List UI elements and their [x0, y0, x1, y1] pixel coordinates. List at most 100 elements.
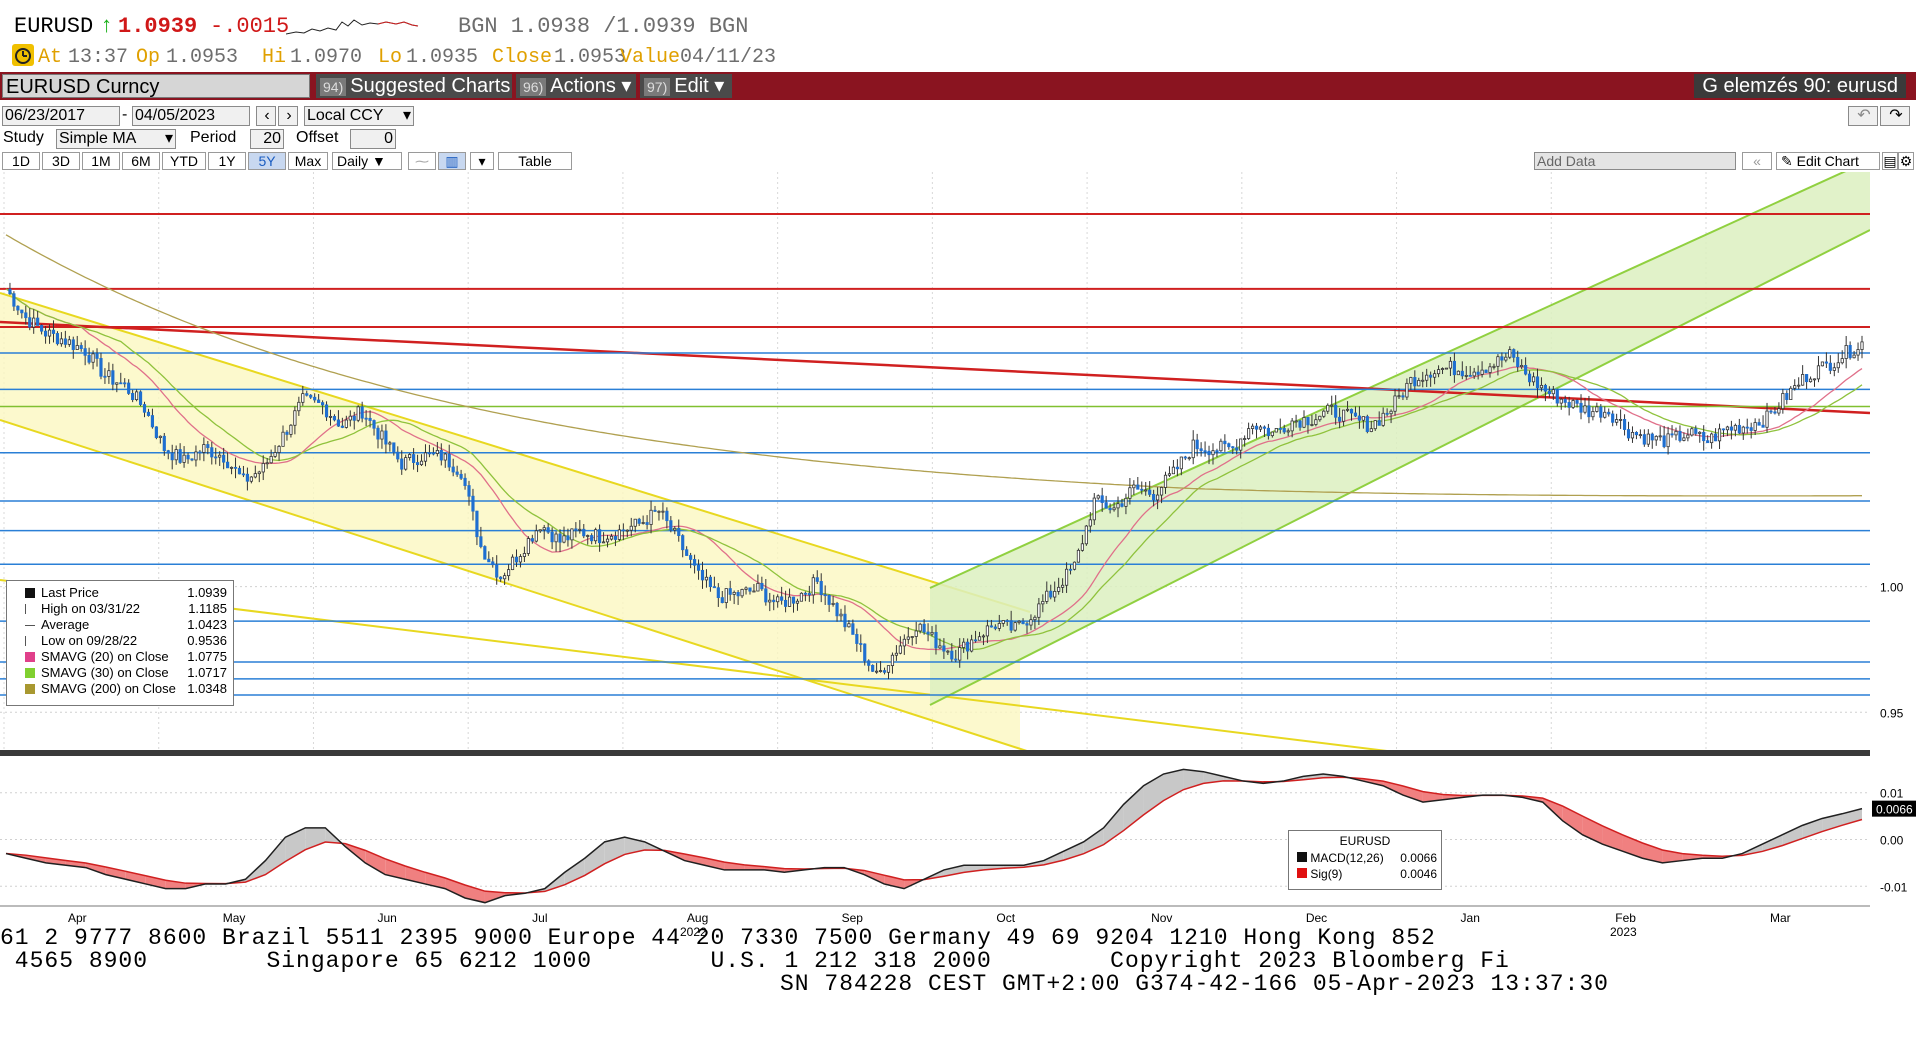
date-from-input[interactable]: 06/23/2017: [2, 106, 120, 126]
dropdown-arrow-icon: ▾: [402, 107, 411, 124]
candle: [1326, 404, 1330, 412]
period-input[interactable]: 20: [250, 129, 284, 149]
candle: [1468, 374, 1472, 377]
candle: [1524, 365, 1528, 375]
undo-icon[interactable]: ↶: [1848, 106, 1878, 126]
range-1d-button[interactable]: 1D: [2, 152, 40, 170]
macd-fill: [1402, 785, 1423, 803]
macd-fill: [1083, 827, 1104, 854]
candle: [1361, 416, 1365, 421]
candle: [99, 358, 103, 377]
candle: [55, 333, 60, 345]
candle: [855, 634, 859, 644]
candle: [1049, 590, 1053, 598]
candle: [795, 600, 800, 604]
candle: [479, 536, 483, 547]
candle: [843, 613, 847, 628]
candle: [273, 452, 277, 457]
candle: [285, 431, 289, 435]
chart-type-dropdown-icon[interactable]: ▾: [470, 152, 494, 170]
chart-settings-icon[interactable]: ▤: [1882, 152, 1898, 170]
candle: [352, 415, 356, 421]
candle: [150, 415, 155, 428]
sma200-line: [5, 234, 1862, 497]
add-data-input[interactable]: Add Data: [1534, 152, 1736, 170]
candle: [1211, 450, 1215, 456]
candle: [1005, 620, 1009, 622]
range-5y-button[interactable]: 5Y: [248, 152, 286, 170]
candle: [950, 650, 954, 660]
suggested-charts-button[interactable]: 94) Suggested Charts: [316, 74, 512, 98]
offset-input[interactable]: 0: [350, 129, 396, 149]
candle: [1575, 400, 1579, 404]
suggested-label: Suggested Charts: [350, 75, 511, 97]
candle-chart-icon[interactable]: ▥: [438, 152, 466, 170]
macd-tick-label: 0.00: [1880, 834, 1904, 848]
candle: [582, 528, 586, 537]
candle: [1385, 412, 1389, 415]
currency-select[interactable]: Local CCY ▾: [304, 106, 414, 126]
candle: [902, 638, 906, 647]
candle: [1025, 623, 1029, 626]
candle: [1567, 402, 1571, 408]
double-chevron-left-icon[interactable]: «: [1742, 152, 1772, 170]
net-change: -.0015: [210, 14, 290, 39]
range-1m-button[interactable]: 1M: [82, 152, 120, 170]
range-max-button[interactable]: Max: [288, 152, 328, 170]
range-1y-button[interactable]: 1Y: [208, 152, 246, 170]
legend-swatch: [25, 588, 35, 598]
candle: [934, 631, 938, 649]
redo-icon[interactable]: ↷: [1880, 106, 1910, 126]
macd-fill: [724, 862, 745, 870]
range-6m-button[interactable]: 6M: [122, 152, 160, 170]
edit-menu-button[interactable]: 97) Edit ▾: [640, 74, 732, 98]
candle: [1436, 369, 1441, 375]
candle: [1140, 488, 1144, 491]
candle: [1235, 447, 1239, 451]
candle: [1654, 435, 1658, 441]
security-field[interactable]: EURUSD Curncy: [2, 74, 310, 98]
candle: [827, 594, 831, 605]
macd-fill: [684, 853, 705, 866]
frequency-select[interactable]: Daily ▼: [332, 152, 402, 170]
candle: [1254, 425, 1259, 430]
candle: [1773, 411, 1777, 414]
edit-chart-button[interactable]: ✎ Edit Chart: [1776, 152, 1880, 170]
candle: [1607, 411, 1611, 415]
candle: [182, 454, 186, 463]
candle: [1856, 349, 1860, 356]
candle: [732, 591, 736, 595]
open-label: Op: [136, 46, 161, 69]
chevron-left-icon[interactable]: ‹: [256, 106, 276, 126]
study-select[interactable]: Simple MA ▾: [56, 129, 176, 149]
close-label: Close: [492, 46, 553, 69]
chevron-right-icon[interactable]: ›: [278, 106, 298, 126]
candle: [653, 509, 657, 512]
candle: [1247, 428, 1251, 439]
candle: [1088, 519, 1092, 527]
macd-fill: [864, 870, 885, 884]
period-label: Period: [190, 129, 237, 146]
candle: [131, 393, 135, 401]
candle: [748, 587, 752, 592]
candle: [222, 454, 226, 463]
macd-fill: [445, 878, 466, 898]
candle: [1599, 406, 1603, 418]
candle: [293, 410, 297, 426]
candle: [1452, 360, 1456, 376]
panel-divider[interactable]: [0, 750, 1870, 756]
candle: [1496, 356, 1500, 367]
range-3d-button[interactable]: 3D: [42, 152, 80, 170]
line-chart-icon[interactable]: ⁓: [408, 152, 436, 170]
actions-menu-button[interactable]: 96) Actions ▾: [516, 74, 636, 98]
candle: [297, 401, 301, 412]
table-button[interactable]: Table: [498, 152, 572, 170]
candle: [107, 370, 111, 377]
range-ytd-button[interactable]: YTD: [162, 152, 206, 170]
x-month-label: Mar: [1770, 911, 1791, 925]
candle: [301, 393, 305, 403]
candle: [483, 546, 487, 560]
gear-icon[interactable]: ⚙: [1898, 152, 1914, 170]
date-to-input[interactable]: 04/05/2023: [132, 106, 250, 126]
